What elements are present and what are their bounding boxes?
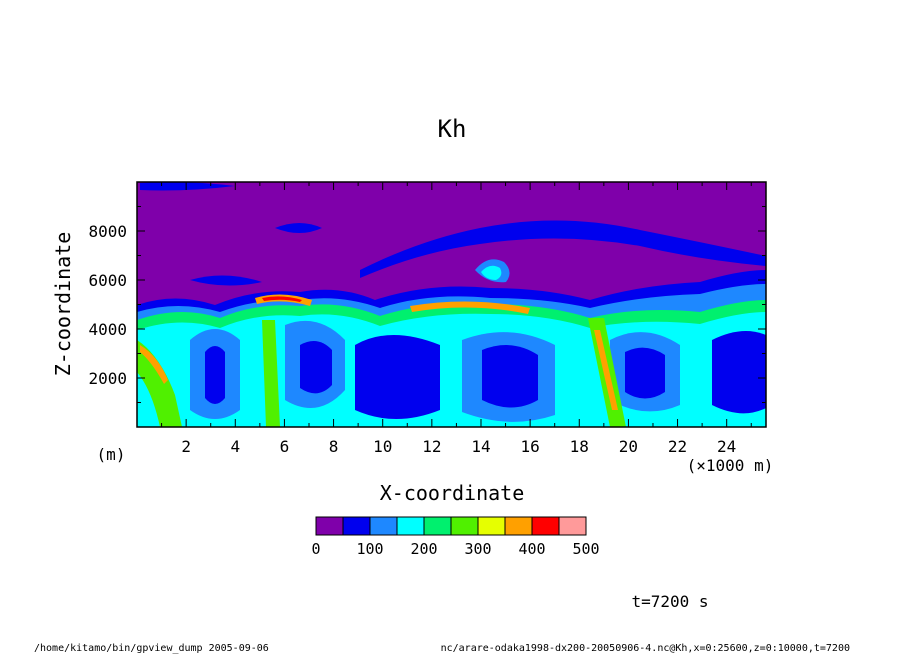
colorbar-segment xyxy=(450,516,479,536)
colorbar-label: 300 xyxy=(464,540,491,558)
eddy-5-core xyxy=(625,347,665,399)
eddy-3 xyxy=(355,335,440,419)
colorbar-segment xyxy=(342,516,371,536)
colorbar-segment xyxy=(369,516,398,536)
y-tick-label: 6000 xyxy=(88,271,127,290)
x-tick-label: 20 xyxy=(619,437,638,456)
x-axis-label: X-coordinate xyxy=(380,481,525,505)
eddy-1-core xyxy=(205,346,225,404)
colorbar: 0 100 200 300 400 500 xyxy=(311,516,600,558)
x-scale-label: (×1000 m) xyxy=(687,456,774,475)
eddy-6 xyxy=(712,331,766,414)
colorbar-label: 0 xyxy=(311,540,320,558)
colorbar-label: 100 xyxy=(356,540,383,558)
plume-left xyxy=(137,340,182,427)
chart-title: Kh xyxy=(438,115,467,143)
streak-1-core xyxy=(262,296,302,302)
colorbar-segment xyxy=(423,516,452,536)
eddy-2-core xyxy=(300,341,332,394)
y-tick-label: 4000 xyxy=(88,320,127,339)
footer-right: nc/arare-odaka1998-dx200-20050906-4.nc@K… xyxy=(441,643,850,654)
x-tick-label: 18 xyxy=(570,437,589,456)
x-tick-label: 10 xyxy=(373,437,392,456)
x-tick-label: 2 xyxy=(181,437,191,456)
time-label: t=7200 s xyxy=(631,592,708,611)
x-tick-label: 22 xyxy=(668,437,687,456)
y-tick-label: 2000 xyxy=(88,369,127,388)
colorbar-label: 200 xyxy=(410,540,437,558)
streak-2 xyxy=(410,301,530,314)
colorbar-segment xyxy=(396,516,425,536)
x-tick-label: 16 xyxy=(520,437,539,456)
colorbar-segment xyxy=(558,516,587,536)
x-tick-label: 12 xyxy=(422,437,441,456)
y-axis-label: Z-coordinate xyxy=(51,232,75,377)
x-tick-label: 4 xyxy=(230,437,240,456)
x-tick-label: 14 xyxy=(471,437,490,456)
plume-mid xyxy=(262,320,280,427)
contour-blob-left xyxy=(190,275,262,286)
contour-blob-upper xyxy=(275,223,322,233)
colorbar-segment xyxy=(315,516,344,536)
colorbar-label: 500 xyxy=(572,540,599,558)
colorbar-label: 400 xyxy=(518,540,545,558)
x-tick-label: 24 xyxy=(717,437,736,456)
footer-left: /home/kitamo/bin/gpview_dump 2005-09-06 xyxy=(34,643,269,654)
colorbar-segment xyxy=(504,516,533,536)
y-axis: 2000 4000 6000 8000 xyxy=(88,206,766,403)
plume-right-core xyxy=(594,330,618,410)
y-tick-label: 8000 xyxy=(88,222,127,241)
x-tick-label: 6 xyxy=(280,437,290,456)
plume-left-core xyxy=(140,345,168,384)
x-axis: 2 4 6 8 10 12 14 16 18 20 22 24 xyxy=(161,182,752,456)
x-tick-label: 8 xyxy=(329,437,339,456)
eddy-4-core xyxy=(482,345,538,408)
colorbar-segment xyxy=(477,516,506,536)
contour-bubble-core xyxy=(481,265,502,280)
contour-top-left xyxy=(140,182,235,191)
colorbar-segment xyxy=(531,516,560,536)
x-unit-label: (m) xyxy=(97,445,126,464)
heatmap-field xyxy=(137,182,766,427)
contour-wave-band xyxy=(360,220,766,278)
